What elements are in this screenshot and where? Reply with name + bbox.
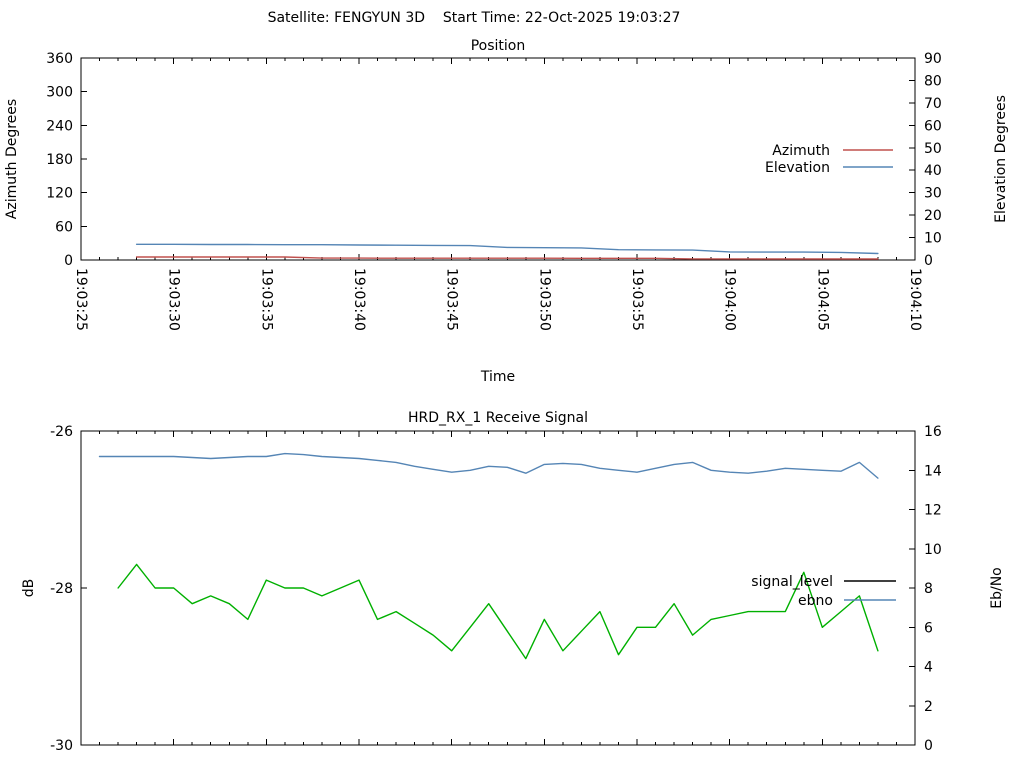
y-tick-label: 60 xyxy=(55,219,73,235)
y-axis-label: Azimuth Degrees xyxy=(4,99,20,219)
y-tick-label: 0 xyxy=(64,253,73,269)
x-tick-label: 19:04:10 xyxy=(907,268,923,331)
y2-tick-label: 2 xyxy=(924,699,933,715)
series-signal_level-line xyxy=(117,563,879,660)
legend-label-Elevation: Elevation xyxy=(765,160,830,176)
y2-tick-label: 0 xyxy=(924,738,933,754)
y2-tick-label: 40 xyxy=(924,163,942,179)
y-axis-left: 0 60 120 180 240 300 360 xyxy=(46,51,87,269)
x-tick-label: 19:03:55 xyxy=(629,268,645,331)
series-Elevation-line xyxy=(135,243,879,255)
series-ebno-line xyxy=(98,452,879,479)
y-tick-label: 300 xyxy=(46,85,73,101)
y2-tick-label: 60 xyxy=(924,118,942,134)
y2-tick-label: 12 xyxy=(924,503,942,519)
y-tick-label: 360 xyxy=(46,51,73,67)
y-tick-label: 240 xyxy=(46,118,73,134)
legend-label-Azimuth: Azimuth xyxy=(772,143,830,159)
axes: -30 -28 -26 0 2 4 6 8 10 12 14 16 xyxy=(50,424,942,754)
position-chart: 19:03:25 19:03:30 19:03:35 19:03:40 19:03:45… xyxy=(4,38,1009,385)
y2-tick-label: 8 xyxy=(924,581,933,597)
y-tick-label: 180 xyxy=(46,152,73,168)
x-tick-label: 19:04:00 xyxy=(722,268,738,331)
y-axis-left: -30 -28 -26 xyxy=(50,424,87,754)
x-axis xyxy=(80,431,916,745)
legend-label-signal_level: signal_level xyxy=(751,574,833,590)
y2-tick-label: 70 xyxy=(924,96,942,112)
receive-signal-chart: -30 -28 -26 0 2 4 6 8 10 12 14 16 HRD_RX_1 Receive S… xyxy=(21,410,1005,754)
y2-tick-label: 16 xyxy=(924,424,942,440)
legend-label-ebno: ebno xyxy=(798,593,833,609)
y-axis-right: 0 2 4 6 8 10 12 14 16 xyxy=(909,424,942,754)
y-tick-label: 120 xyxy=(46,186,73,202)
y2-tick-label: 6 xyxy=(924,620,933,636)
x-axis-label: Time xyxy=(480,369,515,385)
x-tick-label: 19:03:30 xyxy=(166,268,182,331)
y2-tick-label: 4 xyxy=(924,660,933,676)
y2-tick-label: 90 xyxy=(924,51,942,67)
axes: 19:03:25 19:03:30 19:03:35 19:03:40 19:03:45… xyxy=(46,51,942,331)
x-tick-label: 19:03:45 xyxy=(444,268,460,331)
x-tick-label: 19:03:35 xyxy=(258,268,274,331)
y-tick-label: -28 xyxy=(50,581,73,597)
y-axis-right: 0 10 20 30 40 50 60 70 80 90 xyxy=(909,51,942,269)
y-tick-label: -30 xyxy=(50,738,73,754)
chart-title: HRD_RX_1 Receive Signal xyxy=(408,410,588,426)
x-axis: 19:03:25 19:03:30 19:03:35 19:03:40 19:03:45… xyxy=(73,58,923,331)
y2-axis-label: Elevation Degrees xyxy=(993,95,1009,223)
y2-tick-label: 14 xyxy=(924,463,942,479)
series-Azimuth-line xyxy=(135,256,879,260)
y2-tick-label: 10 xyxy=(924,231,942,247)
y2-tick-label: 30 xyxy=(924,186,942,202)
y2-tick-label: 20 xyxy=(924,208,942,224)
x-tick-label: 19:04:05 xyxy=(814,268,830,331)
plot-border xyxy=(80,57,916,261)
y-tick-label: -26 xyxy=(50,424,73,440)
y2-tick-label: 0 xyxy=(924,253,933,269)
x-tick-label: 19:03:25 xyxy=(73,268,89,331)
x-tick-label: 19:03:40 xyxy=(351,268,367,331)
page-title: Satellite: FENGYUN 3D Start Time: 22-Oct… xyxy=(267,10,681,26)
chart-title: Position xyxy=(471,38,526,54)
x-tick-label: 19:03:50 xyxy=(536,268,552,331)
y2-tick-label: 50 xyxy=(924,141,942,157)
y2-tick-label: 80 xyxy=(924,73,942,89)
y2-axis-label: Eb/No xyxy=(989,567,1005,609)
y-axis-label: dB xyxy=(21,579,37,598)
y2-tick-label: 10 xyxy=(924,542,942,558)
